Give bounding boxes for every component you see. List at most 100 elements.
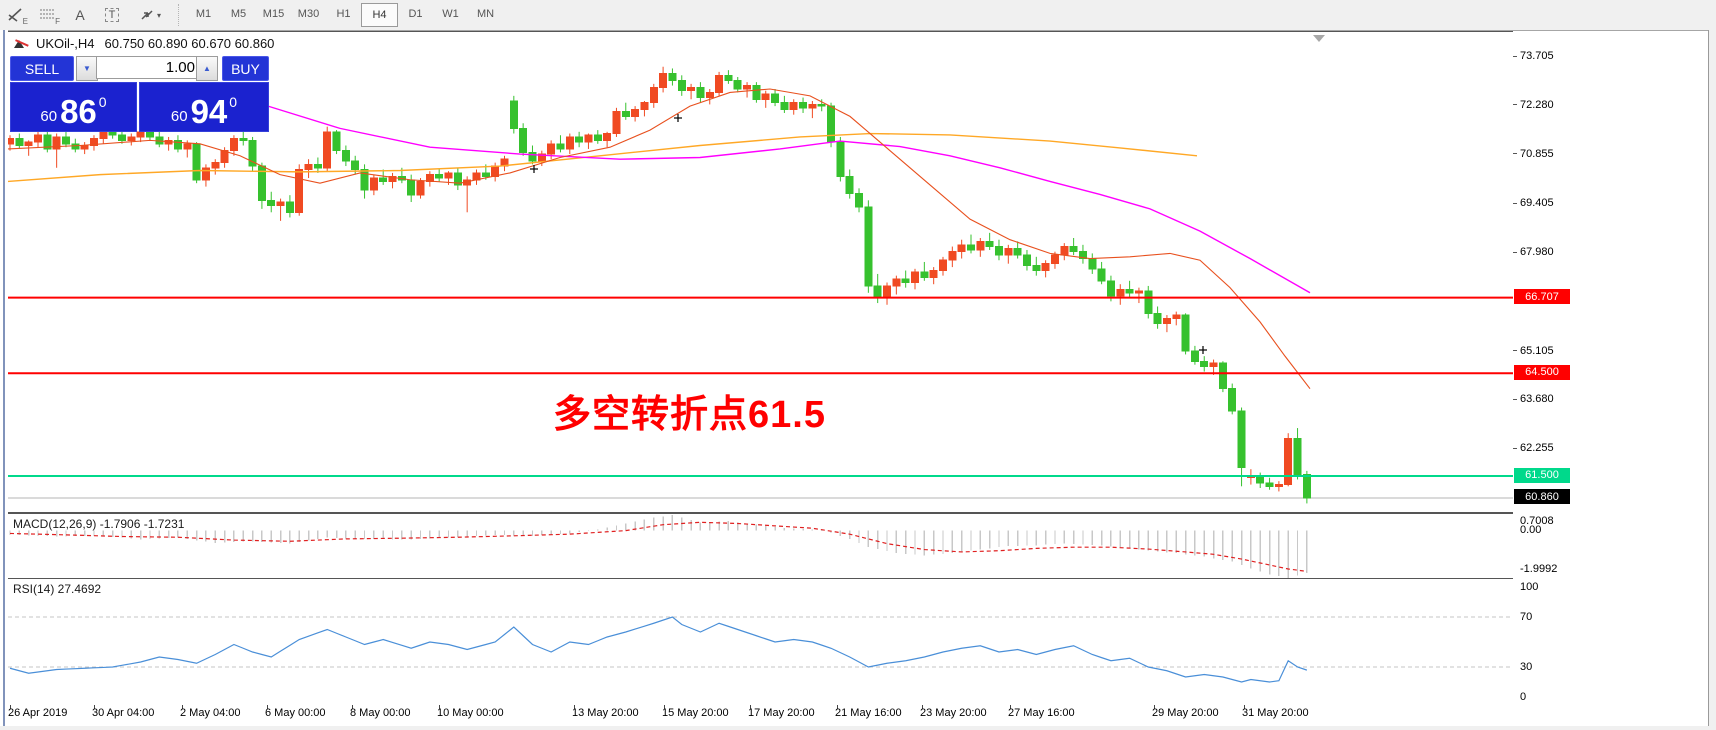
- candle-down: [780, 95, 789, 113]
- ohlc-values: 60.750 60.890 60.670 60.860: [104, 36, 275, 51]
- candle-up: [1116, 284, 1125, 305]
- candle-up: [911, 268, 920, 290]
- price-tick-label: 69.405: [1513, 197, 1554, 209]
- ma-mid-line: [267, 105, 1311, 294]
- text-label-icon[interactable]: A: [75, 7, 85, 23]
- candle-down: [285, 195, 294, 218]
- candle-up: [8, 135, 14, 151]
- trendline-tools-icon[interactable]: E: [1, 3, 31, 27]
- rsi-axis-label: 0: [1520, 691, 1527, 703]
- candle-down: [1013, 241, 1022, 259]
- candle-up: [789, 99, 798, 115]
- candle-down: [192, 142, 201, 184]
- macd-pane[interactable]: MACD(12,26,9) -1.7906 -1.7231: [8, 513, 1514, 579]
- candle-up: [892, 275, 901, 295]
- candle-down: [920, 261, 929, 281]
- trade-cross-marker: [1199, 346, 1207, 354]
- timeframe-button-d1[interactable]: D1: [408, 8, 423, 20]
- candle-down: [1228, 383, 1237, 415]
- candle-down: [1237, 407, 1246, 487]
- time-tick-label: 23 May 20:00: [920, 707, 987, 719]
- arrow-tools-icon[interactable]: ▾: [129, 3, 171, 27]
- candle-down: [1256, 472, 1265, 489]
- volume-increase-button[interactable]: ▲: [196, 56, 218, 81]
- buy-button[interactable]: BUY: [222, 56, 269, 81]
- price-tick-label: 65.105: [1513, 345, 1554, 357]
- volume-input[interactable]: [96, 56, 202, 79]
- rsi-canvas: [8, 616, 1513, 683]
- time-tick-mark: [10, 705, 11, 709]
- price-badge: 60.860: [1514, 489, 1570, 505]
- volume-decrease-button[interactable]: ▼: [76, 56, 98, 81]
- candle-up: [761, 90, 770, 108]
- trade-cross-marker: [674, 114, 682, 122]
- buy-price[interactable]: 60 94 0: [139, 82, 269, 132]
- candle-down: [1022, 249, 1031, 271]
- rsi-pane[interactable]: RSI(14) 27.4692: [8, 579, 1514, 706]
- price-badge: 61.500: [1514, 467, 1570, 483]
- time-tick-mark: [574, 705, 575, 709]
- candle-up: [565, 133, 574, 155]
- candle-up: [808, 100, 817, 119]
- macd-axis-label: 0.00: [1520, 523, 1542, 536]
- timeframe-button-w1[interactable]: W1: [442, 8, 459, 20]
- candle-down: [677, 75, 686, 96]
- candle-down: [593, 130, 602, 144]
- time-tick-mark: [750, 705, 751, 709]
- candle-up: [612, 107, 621, 137]
- ma-fast-line: [8, 88, 1311, 390]
- candle-down: [985, 232, 994, 250]
- candle-down: [1200, 356, 1209, 372]
- timeframe-button-m15[interactable]: M15: [262, 8, 285, 20]
- dropdown-caret-icon: ▾: [156, 10, 161, 20]
- time-tick-label: 31 May 20:00: [1242, 707, 1309, 719]
- window-left-frame: [0, 30, 8, 730]
- candle-down: [621, 102, 630, 120]
- candle-down: [1144, 285, 1153, 319]
- time-tick-label: 26 Apr 2019: [8, 707, 68, 719]
- candle-up: [323, 126, 332, 172]
- time-tick-label: 13 May 20:00: [572, 707, 639, 719]
- candle-up: [388, 172, 397, 189]
- fibonacci-tools-icon[interactable]: F: [33, 3, 63, 27]
- timeframe-group: M1 M5 M15 M30 H1 H4 D1 W1 MN: [186, 3, 503, 27]
- timeframe-button-m30[interactable]: M30: [297, 8, 320, 20]
- window-right-frame: [1708, 30, 1716, 730]
- toolbar-separator: [178, 4, 180, 26]
- time-tick-label: 21 May 16:00: [835, 707, 902, 719]
- candle-down: [453, 167, 462, 191]
- candle-up: [640, 100, 649, 117]
- candle-down: [519, 123, 528, 156]
- candle-down: [1218, 361, 1227, 393]
- candle-down: [864, 200, 873, 293]
- candle-up: [295, 164, 304, 216]
- candle-down: [155, 131, 164, 148]
- candle-up: [948, 246, 957, 268]
- sell-button[interactable]: SELL: [10, 56, 74, 81]
- price-tick-label: 62.255: [1513, 442, 1554, 454]
- candle-down: [435, 169, 444, 182]
- timeframe-button-m1[interactable]: M1: [195, 8, 212, 20]
- timeframe-button-h1[interactable]: H1: [336, 8, 351, 20]
- sell-price[interactable]: 60 86 0: [10, 82, 137, 132]
- text-box-icon[interactable]: T: [97, 3, 127, 27]
- timeframe-button-h4[interactable]: H4: [361, 3, 398, 27]
- timeframe-button-mn[interactable]: MN: [476, 8, 495, 20]
- price-tick-label: 70.855: [1513, 148, 1554, 160]
- price-chart-canvas[interactable]: [8, 32, 1513, 512]
- timeframe-button-m5[interactable]: M5: [230, 8, 247, 20]
- candle-up: [229, 135, 238, 156]
- candle-down: [407, 174, 416, 203]
- candle-down: [994, 239, 1003, 261]
- candle-up: [500, 155, 509, 172]
- candle-down: [556, 135, 565, 153]
- candle-down: [117, 130, 126, 144]
- rsi-axis-label: 70: [1520, 611, 1533, 623]
- candle-up: [80, 142, 89, 155]
- candle-up: [491, 162, 500, 182]
- candle-down: [1069, 237, 1078, 256]
- candle-up: [929, 267, 938, 285]
- fibonacci-glyph: [40, 9, 55, 19]
- candle-up: [939, 256, 947, 276]
- candle-down: [257, 162, 266, 209]
